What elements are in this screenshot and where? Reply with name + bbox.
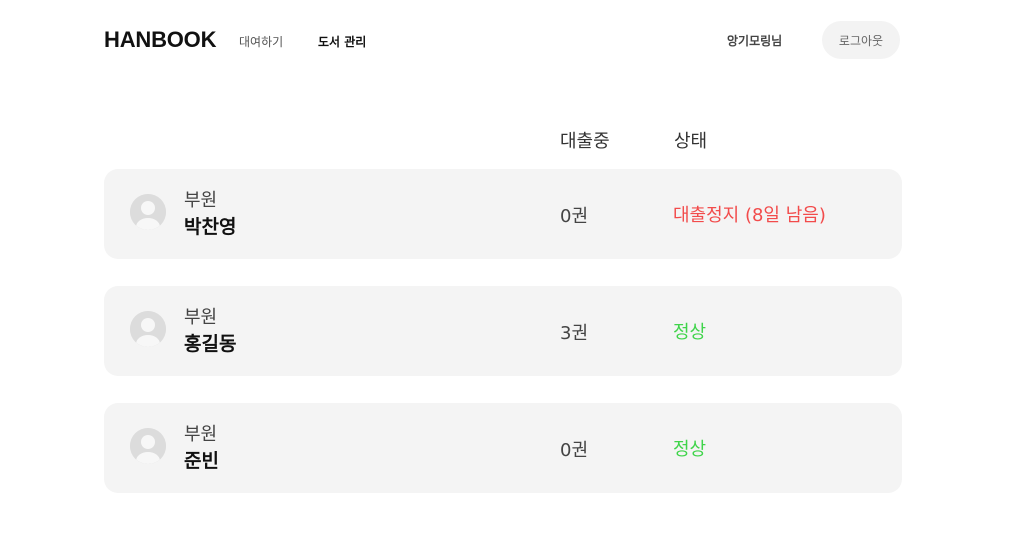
nav-book-manage-link[interactable]: 도서 관리 [318,35,367,49]
member-status: 대출정지 (8일 남음) [673,205,826,226]
member-role: 부원 [184,307,218,328]
member-name: 준빈 [184,450,219,472]
member-name: 홍길동 [184,333,237,355]
member-role: 부원 [184,190,218,211]
member-row[interactable]: 부원 준빈 0권 정상 [104,403,902,493]
member-loan-count: 0권 [560,440,589,461]
avatar-icon [130,428,166,464]
column-header-loan: 대출중 [560,131,610,152]
avatar-icon [130,194,166,230]
user-name: 앙기모링님 [727,34,783,48]
logo[interactable]: HANBOOK [104,27,217,52]
member-row[interactable]: 부원 홍길동 3권 정상 [104,286,902,376]
avatar-icon [130,311,166,347]
column-header-status: 상태 [674,131,708,152]
member-status: 정상 [673,439,707,460]
member-loan-count: 3권 [560,323,589,344]
member-status: 정상 [673,322,707,343]
member-loan-count: 0권 [560,206,589,227]
logout-button[interactable]: 로그아웃 [822,21,900,59]
top-header: HANBOOK 대여하기 도서 관리 앙기모링님 로그아웃 [104,0,902,80]
member-role: 부원 [184,424,218,445]
member-name: 박찬영 [184,216,237,238]
nav-rent-link[interactable]: 대여하기 [239,35,284,49]
member-row[interactable]: 부원 박찬영 0권 대출정지 (8일 남음) [104,169,902,259]
